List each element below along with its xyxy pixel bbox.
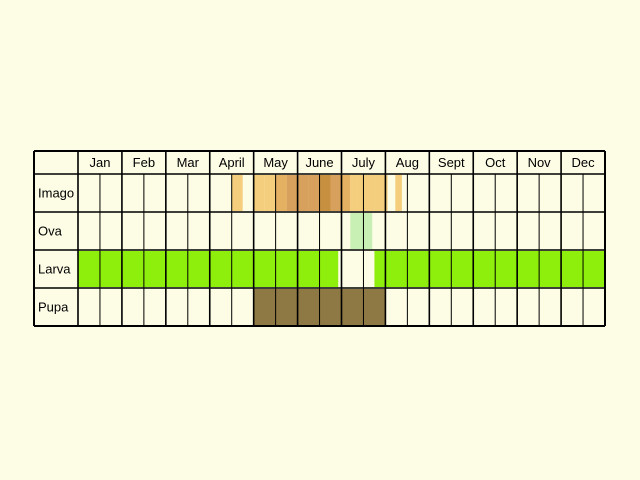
segment-imago: [231, 175, 243, 211]
segment-imago: [330, 175, 342, 211]
row-label: Imago: [38, 185, 74, 200]
month-label: July: [352, 155, 376, 170]
month-label: Nov: [528, 155, 552, 170]
segment-imago: [341, 175, 351, 211]
row-label: Pupa: [38, 299, 69, 314]
segment-imago: [275, 175, 287, 211]
segment-imago: [319, 175, 331, 211]
month-label: June: [305, 155, 333, 170]
segment-larva: [78, 251, 339, 287]
segment-imago: [308, 175, 320, 211]
segment-imago: [374, 175, 386, 211]
row-label: Ova: [38, 223, 63, 238]
month-label: Mar: [177, 155, 200, 170]
month-label: Jan: [89, 155, 110, 170]
segment-larva: [374, 251, 605, 287]
row-label: Larva: [38, 261, 71, 276]
segment-imago: [264, 175, 276, 211]
segment-imago: [395, 175, 402, 211]
segment-imago: [350, 175, 358, 211]
month-label: April: [219, 155, 245, 170]
month-label: May: [263, 155, 288, 170]
month-label: Aug: [396, 155, 419, 170]
segment-imago: [385, 175, 388, 211]
segment-ova: [350, 213, 373, 249]
segment-imago: [363, 175, 375, 211]
segment-imago: [297, 175, 309, 211]
segment-imago: [286, 175, 298, 211]
segment-imago: [253, 175, 265, 211]
month-label: Oct: [485, 155, 506, 170]
segment-imago: [357, 175, 364, 211]
month-label: Feb: [133, 155, 155, 170]
month-label: Sept: [438, 155, 465, 170]
month-label: Dec: [571, 155, 595, 170]
